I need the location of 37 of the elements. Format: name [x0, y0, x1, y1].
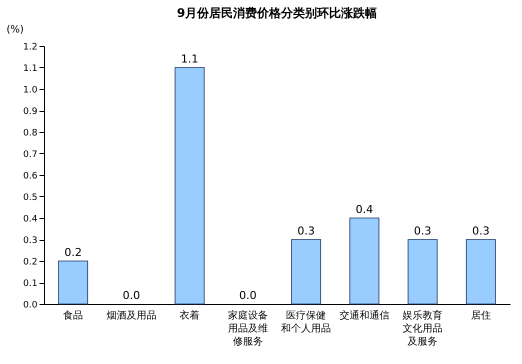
y-tick-label: 1.1	[23, 64, 38, 74]
data-label: 0.3	[472, 224, 490, 238]
x-tick-label: 衣着	[180, 310, 200, 322]
x-tick-label: 居住	[470, 310, 491, 322]
y-tick-label: 1.0	[23, 86, 38, 96]
x-tick-label: 烟酒及用品	[106, 310, 156, 322]
y-tick-label: 0.3	[23, 236, 38, 246]
y-tick-label: 0.7	[23, 150, 38, 160]
data-label: 0.3	[297, 224, 315, 238]
x-tick-label: 食品	[63, 310, 84, 322]
y-tick-label: 0.2	[23, 258, 38, 268]
bar	[174, 67, 205, 304]
data-label: 0.0	[122, 289, 140, 302]
bar	[466, 239, 496, 304]
bar	[408, 239, 438, 304]
bar	[349, 218, 380, 304]
chart-title: 9月份居民消费价格分类别环比涨跌幅	[176, 6, 378, 20]
data-label: 1.1	[180, 52, 198, 66]
x-tick-label: 娱乐教育文化用品及服务	[402, 310, 443, 348]
y-tick-label: 0.4	[23, 214, 38, 224]
y-tick-label: 0.5	[23, 193, 38, 203]
y-axis-title: (%)	[6, 24, 24, 36]
bar	[291, 239, 322, 304]
data-label: 0.3	[414, 224, 432, 238]
y-tick-label: 0.0	[23, 300, 38, 310]
y-tick-label: 0.1	[23, 279, 38, 289]
x-tick-label: 交通和通信	[339, 310, 390, 322]
y-tick-label: 0.8	[23, 128, 38, 138]
data-label: 0.0	[239, 289, 257, 302]
x-tick-label: 家庭设备用品及维修服务	[228, 310, 268, 348]
y-tick-label: 0.6	[23, 172, 38, 182]
data-label: 0.4	[356, 203, 374, 216]
x-tick-label: 医疗保健和个人用品	[281, 310, 332, 334]
y-tick-label: 0.9	[23, 107, 38, 117]
data-label: 0.2	[64, 246, 82, 259]
y-tick-label: 1.2	[23, 42, 38, 52]
bar	[58, 260, 88, 304]
